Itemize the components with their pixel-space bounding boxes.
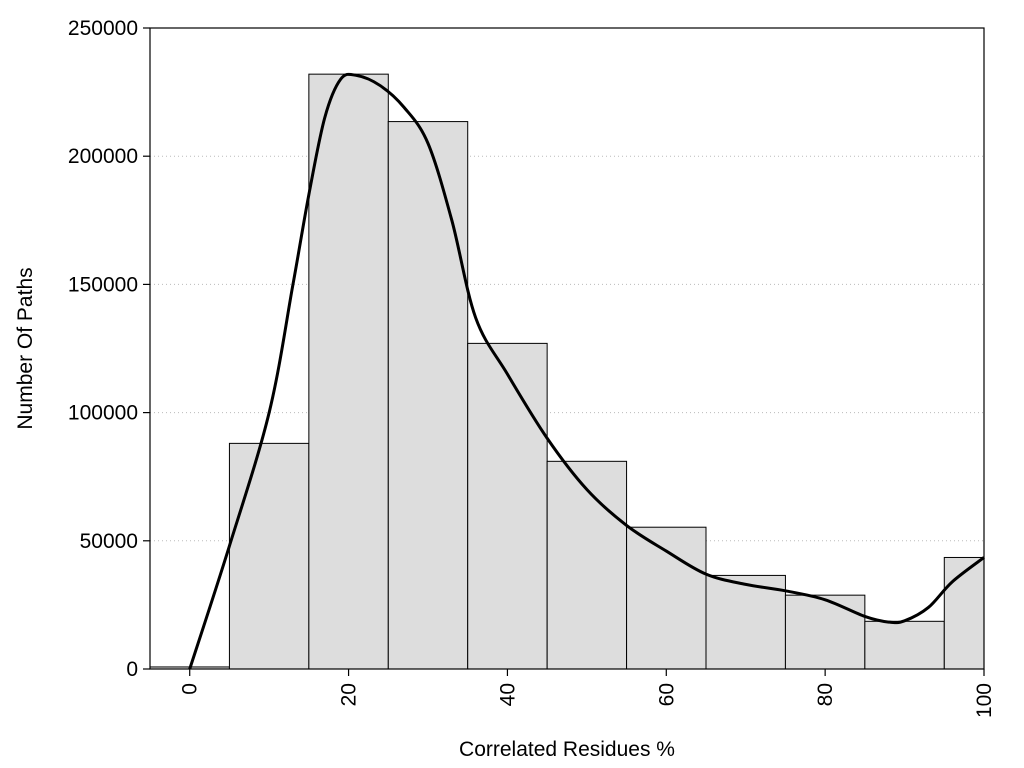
plot-frame bbox=[149, 27, 985, 670]
y-tick-label-1: 50000 bbox=[80, 530, 138, 553]
bar-1 bbox=[228, 442, 310, 670]
y-tick-label-5: 250000 bbox=[68, 17, 138, 40]
x-tick-label-5: 100 bbox=[973, 683, 996, 718]
bar-10 bbox=[943, 556, 985, 670]
x-tick-label-2: 40 bbox=[496, 683, 519, 706]
y-tick-label-2: 100000 bbox=[68, 402, 138, 425]
density-curve-line bbox=[188, 72, 985, 670]
y-tick-label-3: 150000 bbox=[68, 273, 138, 296]
bars bbox=[149, 73, 985, 670]
y-axis-title: Number Of Paths bbox=[14, 267, 37, 429]
y-tick-label-0: 0 bbox=[126, 658, 138, 681]
bar-6 bbox=[626, 526, 707, 670]
x-tick-label-1: 20 bbox=[338, 683, 361, 706]
x-tick-label-4: 80 bbox=[814, 683, 837, 706]
x-tick-label-0: 0 bbox=[179, 683, 202, 695]
bar-5 bbox=[546, 460, 628, 670]
bar-2 bbox=[308, 73, 389, 670]
bar-3 bbox=[387, 121, 469, 670]
density-curve bbox=[188, 72, 985, 670]
bar-4 bbox=[467, 342, 548, 670]
y-tick-label-4: 200000 bbox=[68, 145, 138, 168]
bar-7 bbox=[705, 574, 786, 670]
x-tick-label-3: 60 bbox=[655, 683, 678, 706]
bar-8 bbox=[784, 594, 866, 670]
bar-9 bbox=[864, 620, 945, 670]
x-axis-title: Correlated Residues % bbox=[459, 738, 675, 761]
axis-ticks: 0 50000 100000 150000 200000 250000 0 20 40 60 80 1… bbox=[68, 17, 996, 718]
